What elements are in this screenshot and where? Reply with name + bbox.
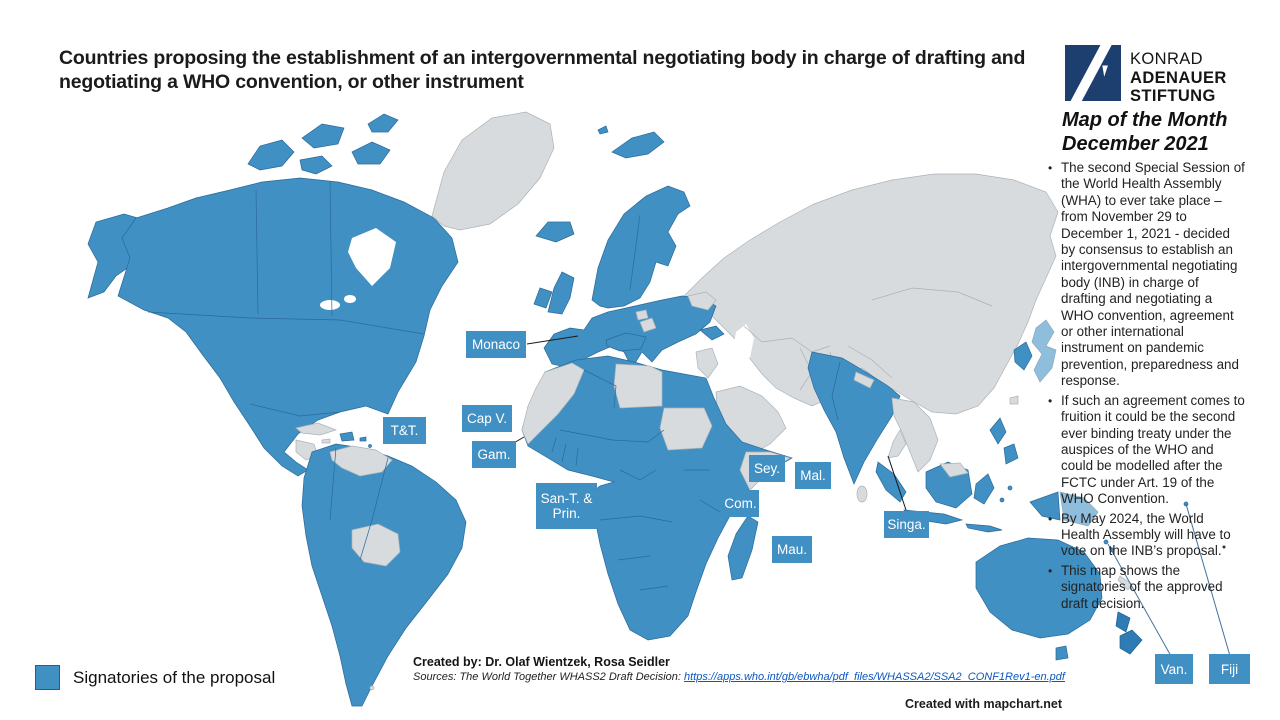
map-label-maldives: Mal. <box>795 462 831 489</box>
page-title: Countries proposing the establishment of… <box>59 47 1026 93</box>
logo-line3: STIFTUNG <box>1130 87 1216 105</box>
credits: Created by: Dr. Olaf Wientzek, Rosa Seid… <box>413 655 1065 683</box>
created-by-text: Created by: Dr. Olaf Wientzek, Rosa Seid… <box>413 655 670 669</box>
map-label-mauritius: Mau. <box>772 536 812 563</box>
sources-prefix: Sources: The World Together WHASS2 Draft… <box>413 671 685 683</box>
subtitle-line2: December 2021 <box>1062 133 1209 155</box>
map-of-the-month-subtitle: Map of the Month December 2021 <box>1062 108 1228 156</box>
region-north-america <box>87 113 459 477</box>
region-south-asia <box>807 351 901 503</box>
logo-line1: KONRAD <box>1130 50 1203 68</box>
legend-label: Signatories of the proposal <box>73 667 276 687</box>
legend: Signatories of the proposal <box>35 665 275 690</box>
sidebar-notes: The second Special Session of the World … <box>1046 160 1246 615</box>
region-south-america <box>301 443 467 707</box>
map-label-singapore: Singa. <box>884 511 929 538</box>
mapchart-watermark: Created with mapchart.net <box>905 697 1062 711</box>
region-africa <box>521 355 793 641</box>
map-label-seychelles: Sey. <box>749 455 785 482</box>
notes-list: The second Special Session of the World … <box>1046 160 1246 612</box>
note-item: If such an agreement comes to fruition i… <box>1046 393 1246 508</box>
legend-swatch-signatory <box>35 665 60 690</box>
map-label-gambia: Gam. <box>472 441 516 468</box>
kas-logo-icon <box>1065 45 1121 101</box>
sources-text: Sources: The World Together WHASS2 Draft… <box>413 671 1065 683</box>
map-label-comoros: Com. <box>722 490 759 517</box>
map-label-cape-verde: Cap V. <box>462 405 512 432</box>
subtitle-line1: Map of the Month <box>1062 109 1228 131</box>
note-item: The second Special Session of the World … <box>1046 160 1246 390</box>
source-link[interactable]: https://apps.who.int/gb/ebwha/pdf_files/… <box>684 671 1065 683</box>
logo-line2: ADENAUER <box>1130 68 1227 87</box>
map-label-fiji: Fiji <box>1209 654 1250 684</box>
map-label-vanuatu: Van. <box>1155 654 1193 684</box>
map-label-sao-tome-principe: San-T. & Prin. <box>536 483 597 529</box>
kas-logo: KONRAD ADENAUER STIFTUNG <box>1065 45 1227 106</box>
region-europe <box>533 125 725 369</box>
region-greenland <box>431 111 555 231</box>
note-item: By May 2024, the World Health Assembly w… <box>1046 511 1246 560</box>
note-item: This map shows the signatories of the ap… <box>1046 563 1246 612</box>
map-label-trinidad-tobago: T&T. <box>383 417 426 444</box>
kas-logo-text: KONRAD ADENAUER STIFTUNG <box>1130 45 1227 106</box>
map-label-monaco: Monaco <box>466 331 526 358</box>
